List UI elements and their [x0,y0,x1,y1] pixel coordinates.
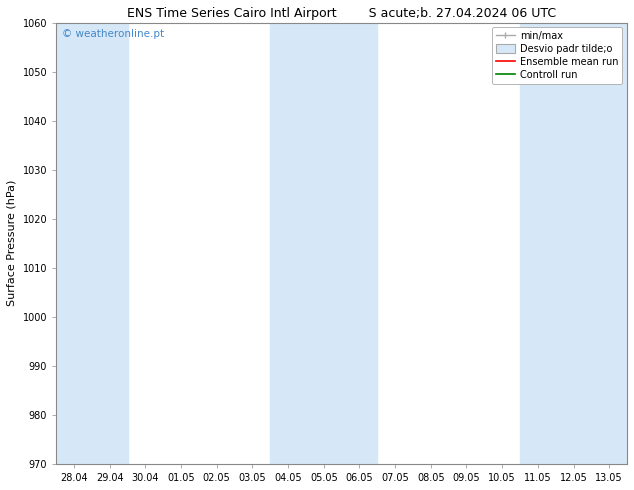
Bar [56,23,127,464]
Legend: min/max, Desvio padr tilde;o, Ensemble mean run, Controll run: min/max, Desvio padr tilde;o, Ensemble m… [491,27,622,84]
Bar [520,23,627,464]
Text: © weatheronline.pt: © weatheronline.pt [62,29,164,39]
Y-axis label: Surface Pressure (hPa): Surface Pressure (hPa) [7,180,17,306]
Title: ENS Time Series Cairo Intl Airport        S acute;b. 27.04.2024 06 UTC: ENS Time Series Cairo Intl Airport S acu… [127,7,556,20]
Bar [270,23,377,464]
